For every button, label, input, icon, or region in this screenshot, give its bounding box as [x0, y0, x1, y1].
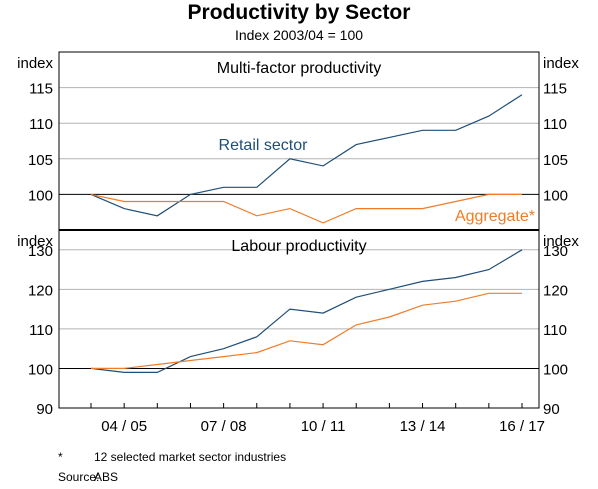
y-axis-label-left: index	[17, 55, 53, 72]
panel-title: Multi-factor productivity	[217, 60, 382, 77]
y-tick-label-left: 100	[28, 187, 53, 204]
series-line-aggregate	[91, 292, 522, 369]
y-axis-label-left: index	[17, 233, 53, 250]
chart-layer: 100 100 105 105 110 110 115 115 index index Multi-…	[17, 51, 579, 435]
y-tick-label-left: 105	[28, 152, 53, 169]
y-axis-label-right: index	[543, 233, 579, 250]
y-tick-label-left: 90	[36, 401, 53, 418]
y-tick-label-right: 90	[543, 401, 560, 418]
series-label: Retail sector	[219, 137, 309, 154]
series-label: Aggregate*	[455, 208, 535, 225]
source-note: Source:ABS	[58, 470, 118, 484]
x-tick-label: 07 / 08	[201, 418, 247, 435]
x-tick-label: 13 / 14	[400, 418, 446, 435]
y-tick-label-right: 110	[543, 322, 567, 339]
y-tick-label-left: 110	[29, 322, 53, 339]
y-tick-label-left: 120	[28, 282, 53, 299]
panel-title: Labour productivity	[231, 238, 366, 255]
chart-title: Productivity by Sector	[187, 1, 411, 24]
y-tick-label-right: 130	[543, 243, 568, 260]
footnote: * 12 selected market sector industries	[58, 450, 286, 464]
y-tick-label-right: 120	[543, 282, 568, 299]
y-tick-label-left: 115	[29, 81, 53, 98]
y-tick-label-right: 115	[543, 81, 567, 98]
y-tick-label-right: 105	[543, 152, 568, 169]
source-label: Source:	[58, 470, 100, 484]
footnote-text: 12 selected market sector industries	[94, 450, 287, 464]
y-axis-label-right: index	[543, 55, 579, 72]
y-tick-label-right: 100	[543, 361, 568, 378]
series-line-retail-sector	[90, 249, 523, 373]
y-tick-label-left: 110	[29, 116, 53, 133]
x-tick-label: 16 / 17	[499, 418, 545, 435]
y-tick-label-right: 100	[543, 187, 568, 204]
y-tick-label-left: 130	[28, 243, 53, 260]
y-tick-label-right: 110	[543, 116, 567, 133]
x-tick-label: 04 / 05	[101, 418, 147, 435]
footnote-marker: *	[58, 450, 63, 464]
series-line-retail-sector	[90, 94, 523, 217]
series-line-aggregate	[90, 193, 522, 224]
x-tick-label: 10 / 11	[301, 418, 346, 435]
source-text: ABS	[94, 470, 119, 484]
y-tick-label-left: 100	[28, 361, 53, 378]
chart-subtitle: Index 2003/04 = 100	[234, 27, 364, 43]
